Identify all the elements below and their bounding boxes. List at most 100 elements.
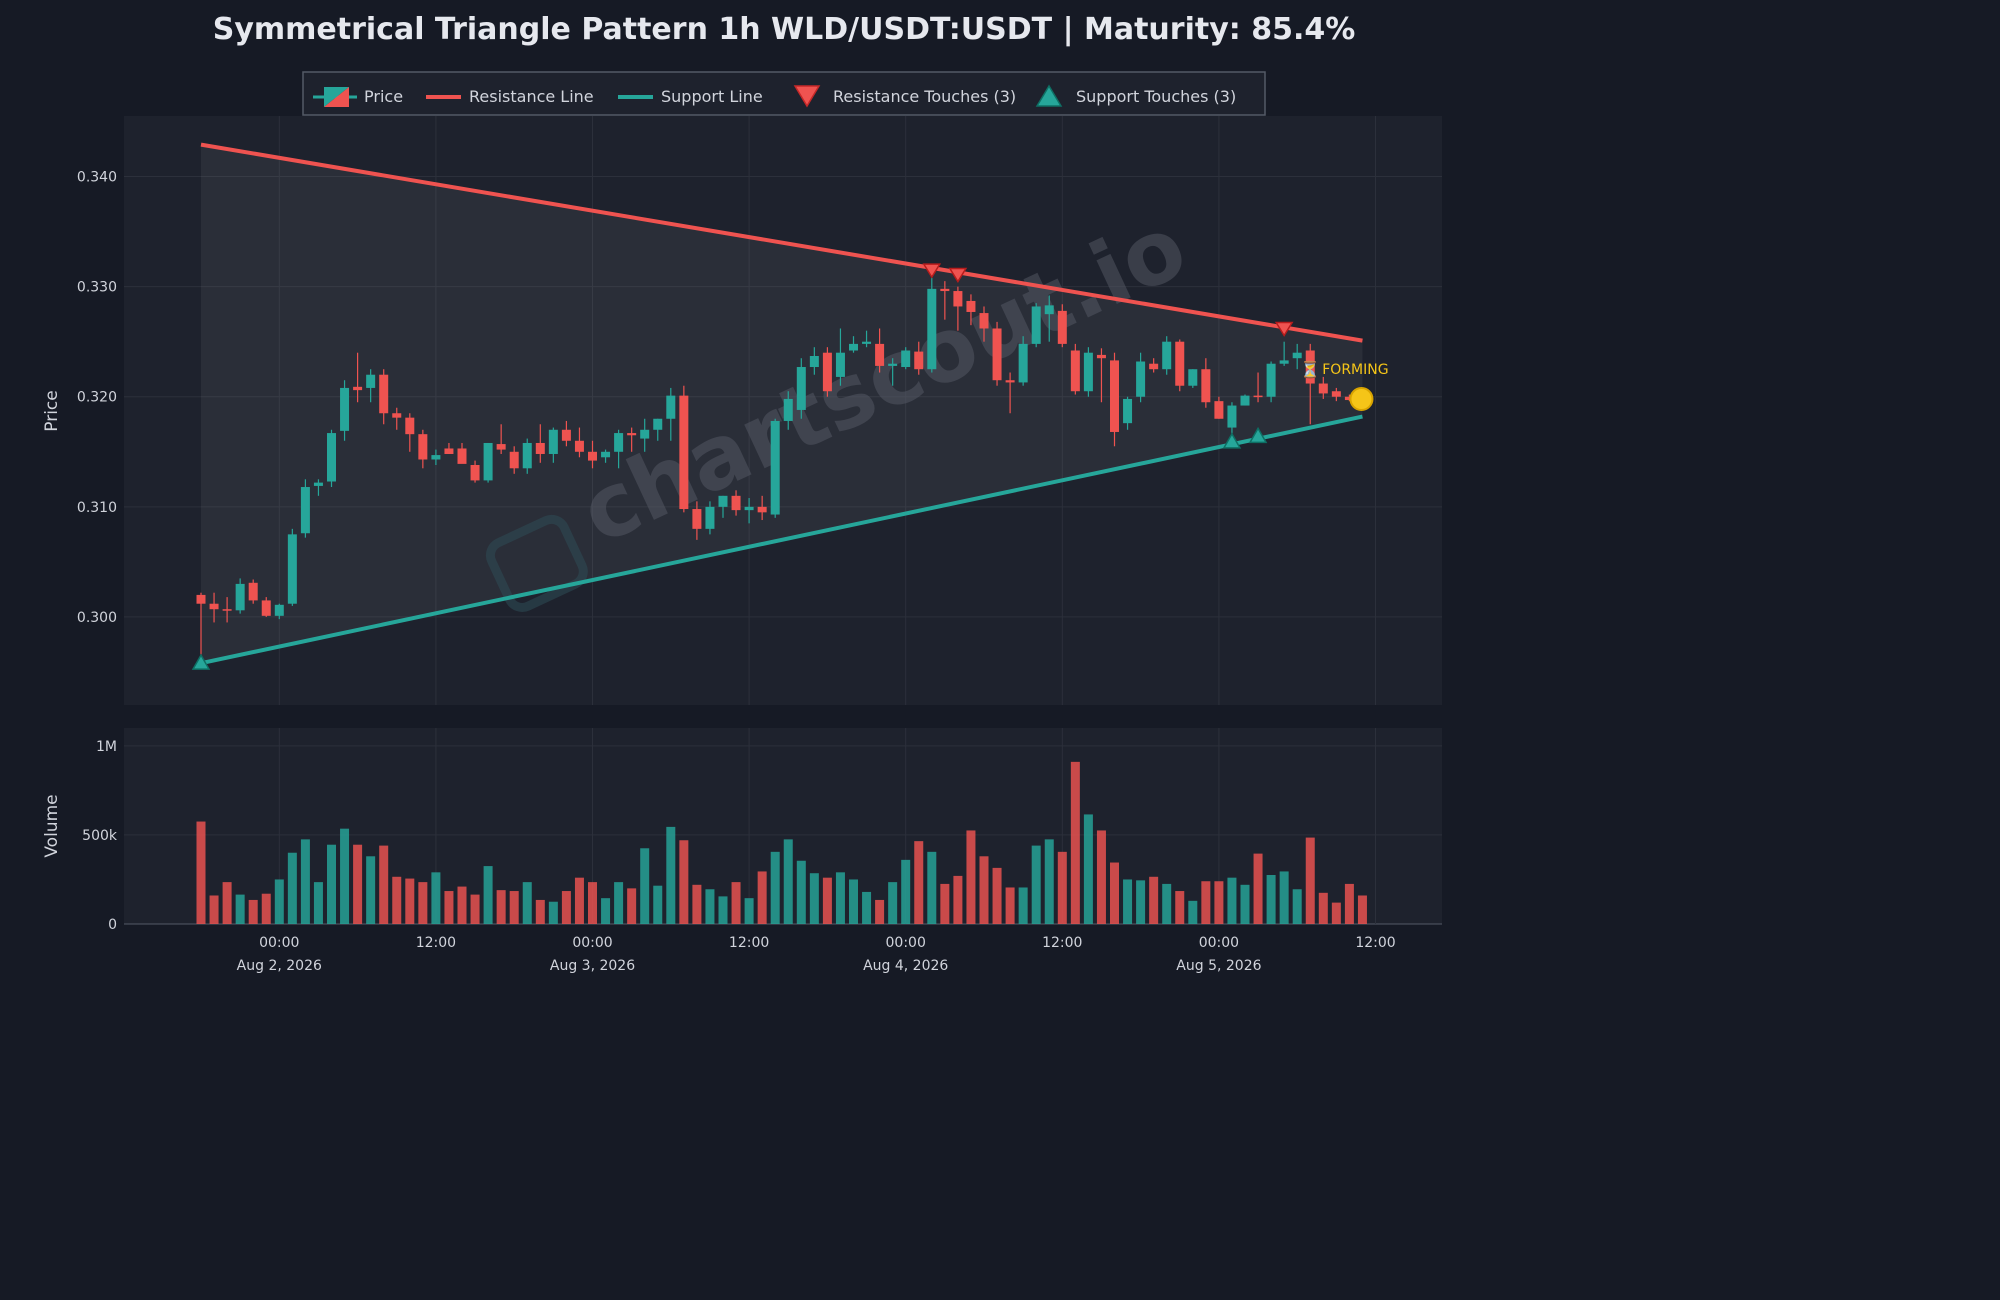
price-tick-label: 0.300	[77, 610, 117, 626]
candle-body	[1057, 310, 1067, 344]
candle-body	[822, 352, 832, 392]
candle-body	[1136, 361, 1146, 397]
candle-body	[366, 374, 376, 388]
legend-item-support-line[interactable]: Support Line	[618, 87, 763, 106]
candle-body	[770, 420, 780, 515]
volume-bar	[1005, 887, 1015, 924]
legend-label: Price	[364, 87, 403, 106]
volume-bar	[679, 840, 689, 924]
time-tick-label: 12:00	[729, 935, 769, 951]
support-touch-marker	[191, 653, 211, 670]
candle	[679, 385, 689, 513]
candle-body	[522, 442, 532, 469]
volume-bar	[209, 895, 219, 924]
candle-body	[509, 451, 519, 469]
candle-body	[1123, 398, 1133, 424]
triangle-area	[201, 144, 1363, 664]
price-tick-label: 0.310	[77, 500, 117, 516]
legend-item-resistance-line[interactable]: Resistance Line	[426, 87, 594, 106]
candle-body	[640, 429, 650, 439]
candle-body	[496, 444, 506, 450]
volume-bar	[822, 877, 832, 924]
volume-bar	[1057, 851, 1067, 924]
time-axis: 00:00 Aug 2, 2026 12:00 00:00 Aug 3, 2026 12:…	[237, 935, 1396, 974]
candle-body	[313, 482, 323, 486]
legend-item-support-touches[interactable]: Support Touches (3)	[1035, 84, 1236, 107]
legend-label: Support Line	[661, 87, 763, 106]
resistance-touch-marker	[1274, 321, 1294, 337]
candle	[431, 449, 441, 465]
volume-bar	[1096, 830, 1106, 924]
volume-bar	[1110, 862, 1119, 924]
candle	[953, 286, 963, 331]
candle-body	[1292, 352, 1302, 359]
candle-body	[248, 582, 258, 601]
candle	[888, 358, 898, 386]
candle-body	[274, 604, 284, 616]
price-tick-label: 0.320	[77, 390, 117, 406]
volume-bar	[1175, 891, 1185, 924]
volume-bar	[248, 899, 258, 924]
candle	[561, 420, 571, 447]
candle	[1305, 343, 1315, 425]
volume-bar	[1266, 875, 1276, 924]
volume-bar	[366, 856, 376, 924]
volume-bar	[431, 872, 441, 924]
candle-body	[196, 594, 206, 604]
candle	[601, 449, 611, 463]
volume-bar	[1357, 895, 1367, 924]
volume-bar	[588, 882, 597, 924]
volume-axis: 0 500k 1M	[82, 739, 118, 933]
legend-item-resistance-touches[interactable]: Resistance Touches (3)	[793, 85, 1016, 108]
candle-body	[601, 451, 611, 458]
volume-bar	[1083, 814, 1093, 924]
candle-body	[1331, 391, 1341, 397]
volume-bar	[1240, 884, 1250, 924]
volume-bar	[914, 841, 924, 924]
volume-axis-label: Volume	[42, 794, 62, 857]
volume-bar	[379, 845, 389, 924]
volume-bar	[705, 889, 715, 924]
candle	[796, 358, 806, 419]
volume-bar	[327, 844, 336, 924]
candle	[1318, 376, 1328, 399]
time-tick-label: 00:00	[886, 935, 926, 951]
resistance-line	[200, 142, 1363, 343]
legend-box	[302, 71, 1266, 116]
candle	[822, 347, 832, 397]
volume-bar	[274, 879, 284, 924]
candle	[366, 369, 376, 403]
candle	[1188, 369, 1198, 388]
volume-bar	[340, 828, 350, 924]
candle	[901, 347, 911, 370]
volume-bar	[966, 830, 976, 924]
support-touch-marker	[1222, 432, 1242, 449]
time-tick-label: 12:00	[416, 935, 456, 951]
candle-body	[574, 440, 584, 452]
candle-body	[953, 291, 963, 307]
candle-body	[653, 418, 663, 430]
candle-body	[1044, 305, 1054, 315]
candle	[1331, 387, 1341, 402]
volume-tick-label: 1M	[96, 739, 117, 755]
volume-bar	[940, 883, 950, 924]
candle-body	[979, 313, 989, 329]
volume-bar	[574, 877, 584, 924]
candle	[1057, 304, 1067, 348]
candle	[1292, 343, 1302, 370]
volume-bar	[300, 839, 310, 924]
candle-body	[222, 609, 232, 611]
candle-body	[470, 464, 480, 481]
legend-item-price[interactable]: Price	[313, 87, 403, 107]
touch-markers	[191, 263, 1294, 670]
candle-body	[1018, 343, 1028, 383]
candle	[783, 391, 793, 430]
legend-label: Resistance Touches (3)	[833, 87, 1016, 106]
candle-body	[327, 433, 336, 482]
volume-bar	[548, 901, 558, 924]
chart-canvas: Symmetrical Triangle Pattern 1h WLD/USDT…	[42, 12, 1442, 974]
legend: Price Resistance Line Support Line Resis…	[302, 71, 1266, 116]
candle-body	[483, 442, 493, 481]
candle	[1214, 396, 1224, 419]
candle-body	[927, 288, 937, 370]
